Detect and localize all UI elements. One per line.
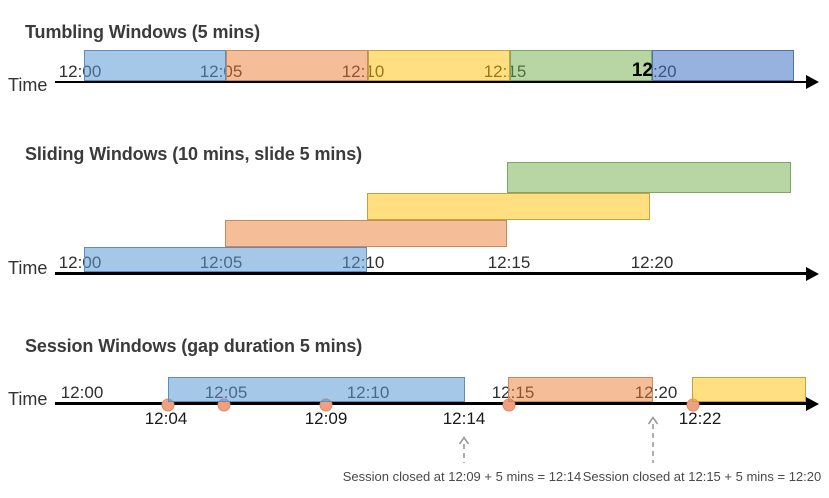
window-box-w3 <box>367 193 650 220</box>
tick-label: 12:20 <box>630 253 674 272</box>
window-box-w3 <box>368 50 510 81</box>
event-time-label: 12:14 <box>442 409 486 428</box>
diagram-title-sliding: Sliding Windows (10 mins, slide 5 mins) <box>25 143 362 164</box>
window-box-w5 <box>652 50 794 81</box>
time-axis-label: Time <box>8 258 48 278</box>
window-box-w3 <box>692 377 806 402</box>
window-box-w4 <box>510 50 652 81</box>
window-box-w1 <box>84 247 367 272</box>
event-time-label: 12:22 <box>678 409 722 428</box>
tick-label: 12:15 <box>487 253 531 272</box>
time-axis-label: Time <box>8 75 48 95</box>
window-box-w1 <box>168 377 465 402</box>
timeline-arrowhead-icon <box>806 266 819 281</box>
time-axis-label: Time <box>8 389 48 409</box>
session-close-arrow-icon <box>647 416 659 464</box>
timeline <box>55 81 806 83</box>
event-time-label: 12:09 <box>304 409 348 428</box>
session-close-annotation: Session closed at 12:09 + 5 mins = 12:14 <box>342 469 582 484</box>
diagram-title-session: Session Windows (gap duration 5 mins) <box>25 335 363 356</box>
event-time-label: 12:04 <box>144 409 188 428</box>
window-box-w2 <box>508 377 653 402</box>
timeline <box>55 272 806 275</box>
window-box-w4 <box>507 162 791 193</box>
session-close-arrow-icon <box>458 436 470 464</box>
tick-label: 12:00 <box>60 383 104 402</box>
timeline-arrowhead-icon <box>806 396 819 411</box>
window-box-w2 <box>225 220 507 247</box>
window-box-w2 <box>226 50 368 81</box>
diagram-title-tumbling: Tumbling Windows (5 mins) <box>25 21 260 42</box>
timeline-arrowhead-icon <box>806 75 819 89</box>
timeline <box>55 402 806 405</box>
tick-label-emphasized: 12 <box>631 60 653 81</box>
window-box-w1 <box>84 50 226 81</box>
session-close-annotation: Session closed at 12:15 + 5 mins = 12:20 <box>582 469 822 484</box>
